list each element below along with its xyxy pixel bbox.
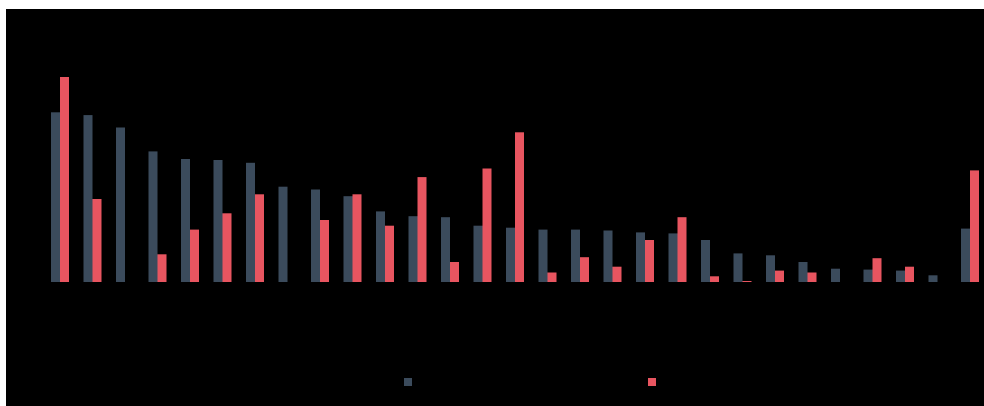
bar-series-1-13 <box>441 217 450 282</box>
bar-series-1-26 <box>863 269 873 282</box>
bar-series-1-9 <box>311 189 320 282</box>
bar-series-2-23 <box>775 270 784 282</box>
bar-series-1-4 <box>148 151 158 282</box>
bar-series-2-27 <box>905 266 914 282</box>
chart-panel <box>6 9 984 406</box>
bar-series-2-6 <box>222 213 232 282</box>
bar-series-2-22 <box>742 281 752 282</box>
bar-series-2-5 <box>190 229 199 282</box>
bar-series-2-24 <box>807 272 817 282</box>
bar-series-1-18 <box>603 230 613 282</box>
bar-series-2-20 <box>677 217 687 282</box>
legend-swatch-series-1 <box>404 378 412 386</box>
bar-series-1-28 <box>928 275 938 282</box>
bar-series-2-17 <box>580 257 589 282</box>
bar-series-1-22 <box>733 253 743 282</box>
bar-series-1-15 <box>506 227 515 282</box>
bar-series-2-26 <box>872 258 882 282</box>
bar-series-1-17 <box>571 229 580 282</box>
bar-series-2-15 <box>515 132 524 282</box>
bar-series-1-20 <box>668 233 678 282</box>
bar-series-2-16 <box>547 272 557 282</box>
bar-series-1-12 <box>408 216 418 282</box>
bar-series-2-19 <box>645 240 654 282</box>
bars-layer <box>51 77 979 282</box>
bar-series-2-11 <box>385 225 394 282</box>
bar-series-1-21 <box>701 240 710 282</box>
bar-series-1-23 <box>766 255 775 282</box>
bar-series-1-6 <box>213 160 223 282</box>
bar-series-1-8 <box>278 186 288 282</box>
bar-series-2-10 <box>352 194 362 282</box>
bar-series-1-29 <box>961 228 970 282</box>
bar-series-1-25 <box>831 268 840 282</box>
bar-series-2-21 <box>710 276 719 282</box>
bar-series-1-27 <box>896 270 905 282</box>
bar-series-1-1 <box>51 112 60 282</box>
bar-series-2-12 <box>417 177 427 282</box>
bar-series-2-13 <box>450 262 459 282</box>
bar-series-2-18 <box>612 266 622 282</box>
bar-series-2-7 <box>255 194 264 282</box>
bar-series-1-11 <box>376 211 385 282</box>
bar-series-1-14 <box>473 225 483 282</box>
bar-series-1-10 <box>343 196 353 282</box>
bar-series-1-3 <box>116 127 125 282</box>
bar-series-1-7 <box>246 162 255 282</box>
bar-series-2-4 <box>157 254 167 282</box>
bar-chart <box>51 77 979 282</box>
bar-series-2-14 <box>482 168 492 282</box>
bar-series-2-2 <box>92 199 102 282</box>
bar-series-1-2 <box>83 115 93 282</box>
bar-series-2-1 <box>60 77 69 282</box>
bar-series-1-16 <box>538 229 548 282</box>
bar-series-1-19 <box>636 232 645 282</box>
bar-series-1-5 <box>181 159 190 282</box>
legend-series-2 <box>648 378 848 386</box>
legend-series-1 <box>404 378 604 386</box>
bar-series-2-9 <box>320 220 329 282</box>
legend-swatch-series-2 <box>648 378 656 386</box>
bar-series-1-24 <box>798 262 808 282</box>
bar-series-2-29 <box>970 170 979 282</box>
